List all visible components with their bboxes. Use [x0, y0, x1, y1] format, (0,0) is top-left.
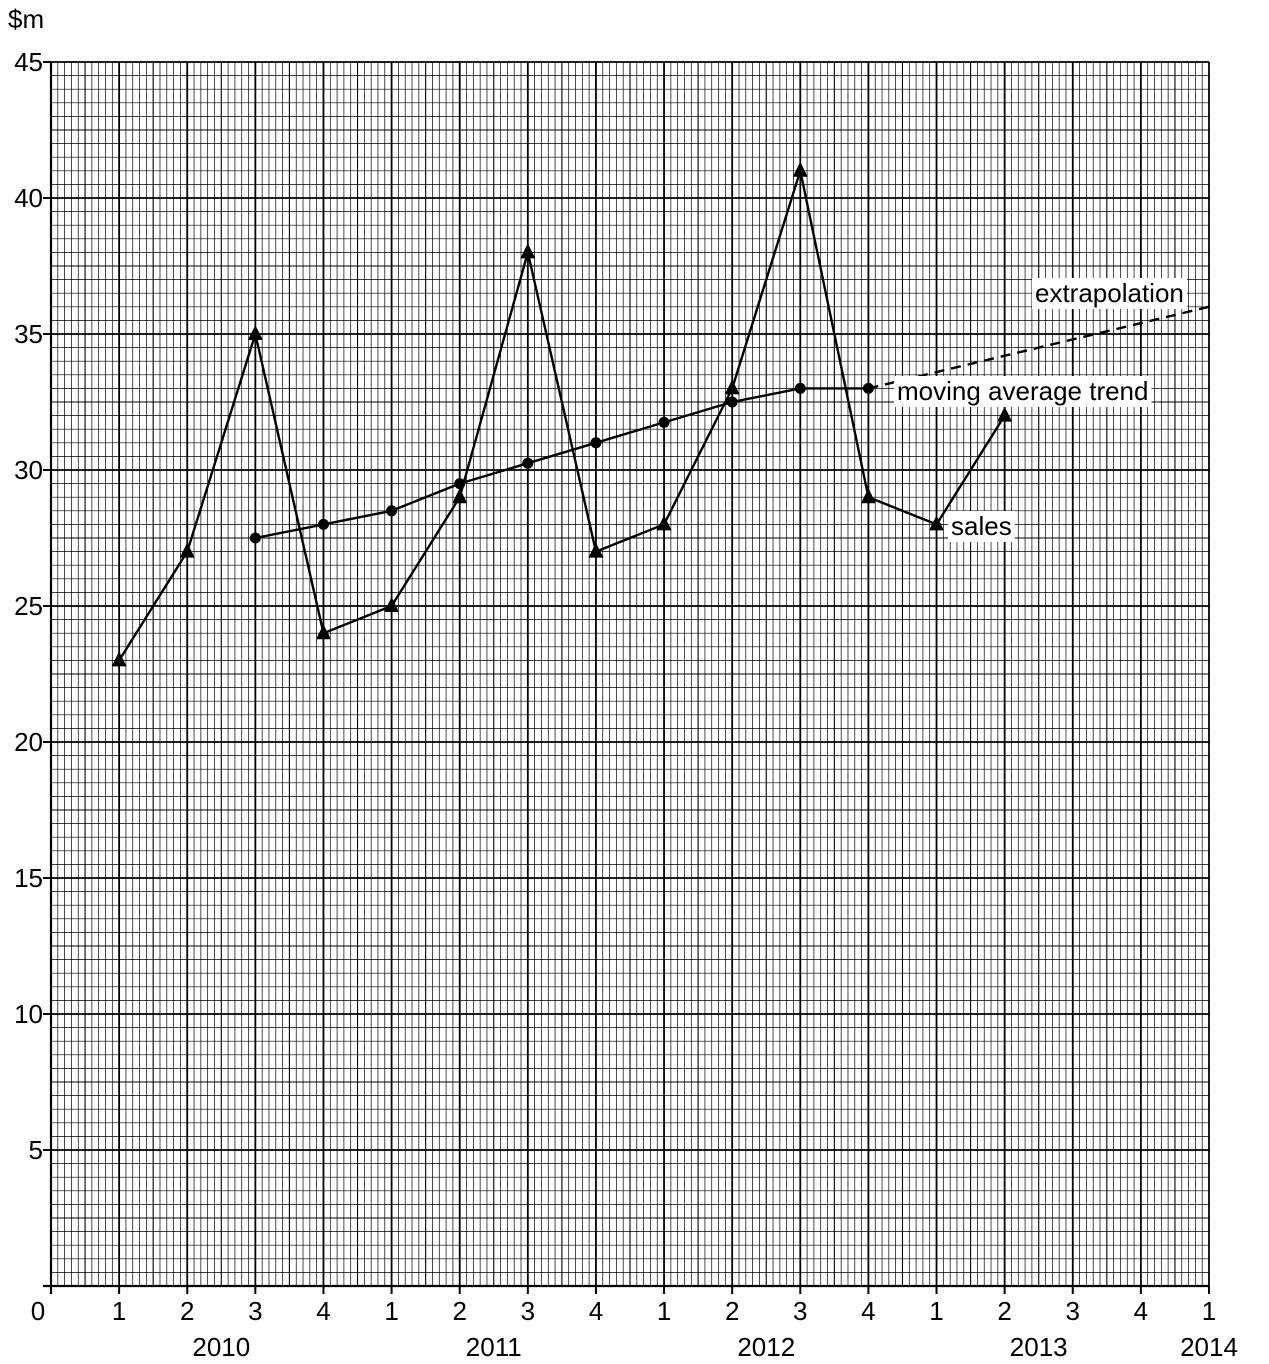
year-label: 2014 — [1180, 1332, 1238, 1362]
x-tick-label: 1 — [1202, 1296, 1216, 1326]
trend-point-marker — [658, 416, 670, 428]
y-tick-label: 35 — [14, 319, 43, 349]
trend-point-marker — [522, 457, 534, 469]
x-tick-label: 4 — [316, 1296, 330, 1326]
moving-average-trend-label: moving average trend — [897, 376, 1148, 406]
x-tick-label: 2 — [180, 1296, 194, 1326]
y-tick-label: 15 — [14, 863, 43, 893]
sales-point-marker — [792, 161, 808, 177]
trend-point-marker — [862, 382, 874, 394]
trend-point-marker — [386, 505, 398, 517]
sales-point-marker — [656, 515, 672, 531]
series-line-moving-average-trend — [255, 387, 869, 540]
annotations: extrapolation moving average trend sales — [894, 278, 1187, 542]
y-tick-label: 5 — [29, 1135, 43, 1165]
series-line-extrapolation — [868, 305, 1210, 390]
sales-point-marker — [997, 406, 1013, 422]
y-tick-label: 10 — [14, 999, 43, 1029]
extrapolation-label: extrapolation — [1035, 278, 1184, 308]
sales-label-background — [948, 511, 1015, 542]
sales-point-marker — [315, 624, 331, 640]
trend-point-marker — [249, 532, 261, 544]
y-tick-label: 20 — [14, 727, 43, 757]
x-tick-label: 3 — [521, 1296, 535, 1326]
trend-point-marker — [794, 382, 806, 394]
sales-point-marker — [111, 651, 127, 667]
x-tick-label: 1 — [112, 1296, 126, 1326]
x-tick-label: 4 — [589, 1296, 603, 1326]
x-origin-label: 0 — [31, 1296, 45, 1326]
year-label: 2012 — [737, 1332, 795, 1362]
y-tick-label: 40 — [14, 183, 43, 213]
sales-point-marker — [452, 488, 468, 504]
trend-point-marker — [590, 437, 602, 449]
sales-label: sales — [951, 511, 1012, 541]
y-tick-label: 30 — [14, 455, 43, 485]
trend-point-marker — [726, 396, 738, 408]
x-tick-label: 3 — [248, 1296, 262, 1326]
x-tick-label: 3 — [1066, 1296, 1080, 1326]
trend-point-marker — [317, 518, 329, 530]
mid-grid — [51, 62, 1209, 1286]
x-tick-label: 1 — [929, 1296, 943, 1326]
y-tick-labels: 5 10 15 20 25 30 35 40 45 — [14, 47, 43, 1165]
year-label: 2010 — [192, 1332, 250, 1362]
y-axis-unit-label: $m — [8, 4, 44, 34]
sales-point-marker — [860, 488, 876, 504]
x-tick-label: 1 — [657, 1296, 671, 1326]
sales-point-marker — [179, 542, 195, 558]
series-line-sales — [118, 169, 1006, 662]
sales-point-marker — [588, 542, 604, 558]
year-labels: 2010 2011 2012 2013 2014 — [192, 1332, 1238, 1362]
x-tick-label: 2 — [725, 1296, 739, 1326]
y-tick-label: 45 — [14, 47, 43, 77]
sales-point-marker — [384, 597, 400, 612]
y-tick-label: 25 — [14, 591, 43, 621]
moving-average-trend-label-background — [894, 376, 1152, 407]
extrapolation-label-background — [1032, 278, 1187, 309]
x-tick-label: 2 — [997, 1296, 1011, 1326]
trend-point-marker — [454, 478, 466, 490]
x-tick-label: 1 — [384, 1296, 398, 1326]
x-tick-label: 3 — [793, 1296, 807, 1326]
x-tick-label: 4 — [861, 1296, 875, 1326]
sales-point-marker — [247, 325, 263, 340]
markers — [111, 161, 1013, 667]
sales-point-marker — [929, 515, 945, 531]
year-label: 2013 — [1010, 1332, 1068, 1362]
x-tick-label: 4 — [1134, 1296, 1148, 1326]
year-label: 2011 — [466, 1332, 522, 1362]
series-layer — [118, 169, 1210, 662]
x-tick-labels: 0 1 2 3 4 1 2 3 4 1 2 3 4 1 2 3 4 1 — [31, 1296, 1216, 1326]
sales-point-marker — [520, 243, 536, 259]
axes — [43, 61, 1210, 1294]
x-tick-label: 2 — [452, 1296, 466, 1326]
sales-point-marker — [724, 379, 740, 395]
